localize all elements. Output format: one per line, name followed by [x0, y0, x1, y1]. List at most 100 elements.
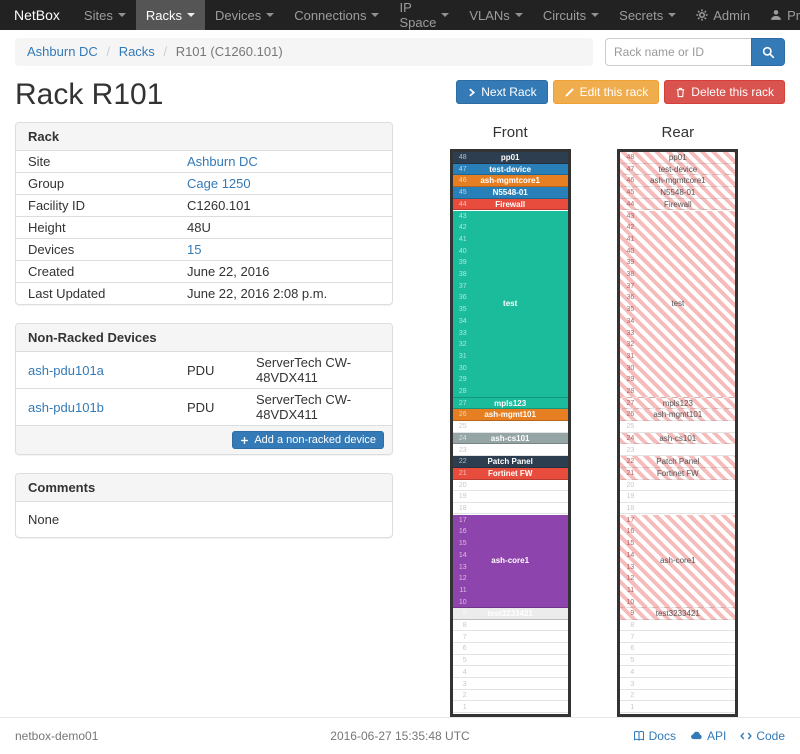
search-input[interactable] — [605, 38, 751, 66]
rack-device-front[interactable]: test3233421 — [452, 608, 568, 620]
attr-label: Facility ID — [16, 194, 175, 217]
next-rack-label: Next Rack — [481, 85, 537, 99]
rack-device-front[interactable]: N5548-01 — [452, 187, 568, 199]
add-non-racked-device-button[interactable]: Add a non-racked device — [232, 431, 384, 449]
rack-device-front[interactable]: test-device — [452, 163, 568, 176]
rack-device-front[interactable]: ash-cs101 — [452, 432, 568, 445]
rear-elevation: Rear pp01 test-device ash-mgmtcore1 N5548-0… — [617, 124, 739, 717]
rack-device-front[interactable]: test — [452, 210, 568, 398]
nav-racks-label: Racks — [145, 7, 182, 23]
nav-vlans[interactable]: VLANs — [459, 0, 532, 30]
nav-devices-label: Devices — [214, 7, 262, 23]
rack-device-rear: Patch Panel — [620, 456, 736, 468]
rack-unit-row — [620, 666, 736, 678]
rack-front-view: pp01 test-device ash-mgmtcore1 N5548-01 Fire… — [449, 149, 571, 717]
user-icon — [771, 10, 781, 20]
rack-unit-row — [452, 503, 568, 515]
table-row: ash-pdu101a PDU ServerTech CW-48VDX411 — [16, 352, 392, 389]
footer-timestamp: 2016-06-27 15:35:48 UTC — [330, 728, 470, 743]
chevron-down-icon — [668, 13, 677, 17]
pencil-icon — [564, 87, 574, 97]
trash-icon — [677, 87, 685, 97]
non-racked-panel-footer: Add a non-racked device — [16, 425, 392, 454]
nav-connections[interactable]: Connections — [284, 0, 389, 30]
nav-connections-label: Connections — [294, 7, 367, 23]
rack-unit-row — [620, 491, 736, 503]
search-button[interactable] — [751, 38, 785, 66]
device-role: PDU — [187, 362, 215, 378]
attr-label: Group — [16, 172, 175, 195]
rack-unit-row — [620, 655, 736, 667]
rack-device-front[interactable]: ash-mgmtcore1 — [452, 175, 568, 188]
rack-actions: Next Rack Edit this rack Delete this rac… — [456, 80, 785, 104]
front-elevation-title: Front — [492, 124, 528, 141]
rack-device-rear: ash-core1 — [620, 514, 736, 609]
attr-label: Devices — [16, 238, 175, 261]
nav-circuits-label: Circuits — [542, 7, 587, 23]
rack-device-rear: Fortinet FW — [620, 467, 736, 480]
chevron-down-icon — [441, 13, 450, 17]
device-link[interactable]: ash-pdu101b — [28, 399, 104, 415]
rack-device-front[interactable]: ash-core1 — [452, 514, 568, 609]
group-link[interactable]: Cage 1250 — [187, 176, 251, 191]
attr-label: Site — [28, 154, 51, 169]
rack-device-front[interactable]: ash-mgmt101 — [452, 409, 568, 422]
api-link[interactable]: API — [690, 729, 726, 743]
rack-device-front[interactable]: pp01 — [452, 152, 568, 164]
next-rack-button[interactable]: Next Rack — [456, 80, 548, 104]
rack-device-front[interactable]: Firewall — [452, 198, 568, 211]
nav-sites[interactable]: Sites — [74, 0, 136, 30]
table-row: ash-pdu101b PDU ServerTech CW-48VDX411 — [16, 388, 392, 425]
created-value: June 22, 2016 — [175, 260, 392, 283]
breadcrumb-current: R101 (C1260.101) — [175, 44, 283, 59]
code-link[interactable]: Code — [740, 729, 785, 743]
comments-panel-title: Comments — [16, 474, 392, 502]
breadcrumb-racks-link[interactable]: Racks — [118, 44, 155, 59]
nav-vlans-label: VLANs — [469, 7, 510, 23]
nav-admin[interactable]: Admin — [686, 0, 760, 30]
attr-label: Height — [16, 216, 175, 239]
nav-sites-label: Sites — [83, 7, 113, 23]
edit-rack-button[interactable]: Edit this rack — [552, 80, 660, 104]
nav-ip-space[interactable]: IP Space — [389, 0, 459, 30]
breadcrumb-separator: / — [163, 44, 168, 59]
rack-device-front[interactable]: Fortinet FW — [452, 467, 568, 480]
table-row: Height 48U — [16, 216, 392, 239]
facility-id-value: C1260.101 — [175, 194, 392, 217]
nav-secrets[interactable]: Secrets — [609, 0, 686, 30]
breadcrumb-site-link[interactable]: Ashburn DC — [27, 44, 98, 59]
nav-racks[interactable]: Racks — [135, 0, 205, 30]
chevron-down-icon — [117, 13, 126, 17]
rack-device-rear: N5548-01 — [620, 187, 736, 199]
rack-unit-row — [620, 690, 736, 702]
rack-elevations: Front pp01 test-device ash-mgmtcore1 N5548-… — [403, 122, 785, 717]
nav-profile[interactable]: Profile — [760, 0, 800, 30]
rack-device-front[interactable]: mpls123 — [452, 397, 568, 410]
last-updated-value: June 22, 2016 2:08 p.m. — [175, 282, 392, 304]
cloud-icon — [691, 731, 702, 740]
nav-devices[interactable]: Devices — [205, 0, 284, 30]
rack-unit-row — [620, 678, 736, 690]
rack-device-rear: test3233421 — [620, 608, 736, 620]
docs-link[interactable]: Docs — [633, 729, 676, 743]
footer: netbox-demo01 2016-06-27 15:35:48 UTC Do… — [0, 716, 800, 754]
rack-devices-layer: pp01 test-device ash-mgmtcore1 N5548-01 Fire… — [452, 152, 568, 714]
rack-device-front[interactable]: Patch Panel — [452, 456, 568, 468]
rack-search — [605, 38, 785, 66]
left-column: Rack Site Ashburn DC Group Cage 1250 Fac… — [15, 122, 393, 556]
main-content: Rack Site Ashburn DC Group Cage 1250 Fac… — [0, 122, 800, 717]
device-role: PDU — [175, 388, 244, 425]
rack-unit-row — [452, 643, 568, 655]
device-link[interactable]: ash-pdu101a — [28, 362, 104, 378]
site-link[interactable]: Ashburn DC — [187, 154, 258, 169]
nav-circuits[interactable]: Circuits — [533, 0, 609, 30]
code-link-label: Code — [756, 728, 786, 743]
rack-device-rear: test-device — [620, 163, 736, 176]
devices-count-link[interactable]: 15 — [187, 242, 202, 257]
brand-link[interactable]: NetBox — [14, 7, 60, 23]
rack-unit-row — [452, 479, 568, 491]
rack-unit-row — [620, 643, 736, 655]
plus-icon — [241, 436, 249, 444]
nav-admin-label: Admin — [713, 7, 751, 23]
delete-rack-button[interactable]: Delete this rack — [664, 80, 785, 104]
